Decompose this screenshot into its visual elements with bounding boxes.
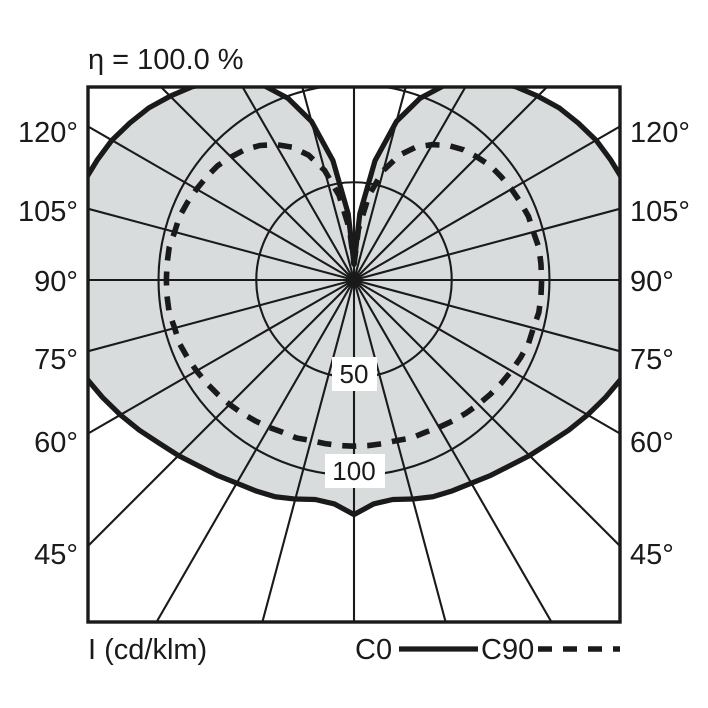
right-angle-label-75: 75° <box>630 344 674 376</box>
efficiency-label: η = 100.0 % <box>88 44 244 76</box>
angular-gridline <box>159 87 355 281</box>
c0-curve <box>88 87 620 518</box>
radial-label-50: 50 <box>340 359 369 389</box>
radial-label-100: 100 <box>332 456 375 486</box>
angular-gridline <box>352 87 407 281</box>
c90-curve <box>163 141 545 449</box>
angular-gridline <box>352 279 447 622</box>
intensity-unit-label: I (cd/klm) <box>88 634 207 666</box>
angular-gridline <box>88 279 355 435</box>
right-angle-label-45: 45° <box>630 539 674 571</box>
right-angle-label-120: 120° <box>630 117 690 149</box>
radial-label-100-bg <box>325 454 385 488</box>
angular-gridline <box>88 207 355 282</box>
angular-gridline <box>353 279 620 435</box>
angular-gridline <box>241 87 355 281</box>
angular-gridline <box>353 125 620 281</box>
angular-gridline <box>353 279 620 548</box>
radial-label-50-bg <box>332 357 377 391</box>
angular-gridline <box>261 279 356 622</box>
right-angle-label-105: 105° <box>630 196 690 228</box>
angular-gridline <box>88 125 355 281</box>
left-angle-label-75: 75° <box>34 344 78 376</box>
left-angle-label-45: 45° <box>34 539 78 571</box>
left-angle-label-105: 105° <box>18 196 78 228</box>
right-angle-labels: 120° 105° 90° 75° 60° 45° <box>630 117 690 571</box>
plot-frame <box>86 85 622 624</box>
angular-gridline <box>353 207 620 282</box>
legend-c90-label: C90 <box>481 634 534 666</box>
angular-gridline <box>301 87 356 281</box>
left-angle-label-90: 90° <box>34 266 78 298</box>
legend: C0 C90 <box>355 634 620 666</box>
left-angle-label-120: 120° <box>18 117 78 149</box>
legend-c0-label: C0 <box>355 634 392 666</box>
left-angle-label-60: 60° <box>34 427 78 459</box>
angular-gridline <box>88 278 355 353</box>
left-angle-labels: 120° 105° 90° 75° 60° 45° <box>18 117 78 571</box>
right-angle-label-60: 60° <box>630 427 674 459</box>
angular-gridline <box>353 278 620 353</box>
angular-gridline <box>353 87 549 281</box>
angular-gridline <box>353 87 467 281</box>
angular-gridline <box>88 279 355 548</box>
right-angle-label-90: 90° <box>630 266 674 298</box>
radial-value-labels: 50 100 <box>325 357 385 488</box>
